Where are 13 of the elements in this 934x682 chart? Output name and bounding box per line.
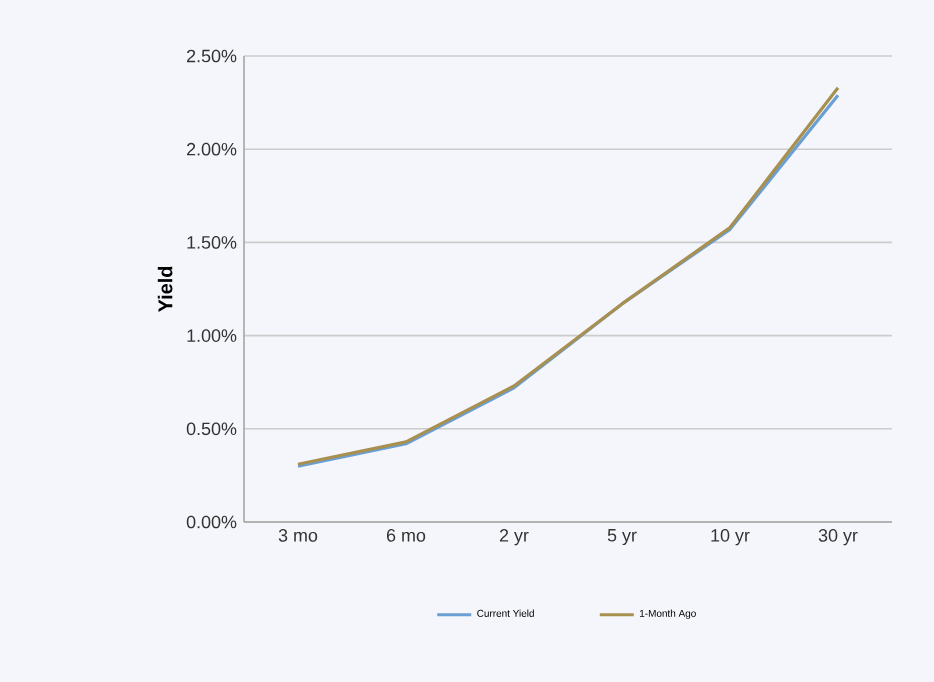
x-tick-label: 2 yr: [499, 529, 529, 546]
y-tick-label: 0.00%: [186, 515, 237, 529]
x-tick-label: 10 yr: [711, 529, 750, 546]
y-tick-label: 2.50%: [187, 49, 237, 63]
x-tick-label: 5 yr: [607, 529, 637, 546]
x-tick-label: 30 yr: [818, 529, 858, 546]
y-tick-label: 2.00%: [187, 142, 237, 156]
x-tick-label: 6 mo: [386, 529, 426, 542]
y-axis-title: Yield: [157, 266, 173, 313]
y-tick-label: 1.00%: [187, 329, 237, 342]
y-tick-label: 0.50%: [186, 422, 237, 436]
y-tick-label: 1.50%: [187, 236, 237, 249]
x-tick-label: 3 mo: [278, 529, 318, 542]
